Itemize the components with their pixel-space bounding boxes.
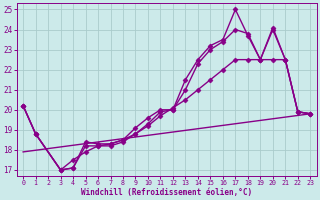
X-axis label: Windchill (Refroidissement éolien,°C): Windchill (Refroidissement éolien,°C)	[81, 188, 252, 197]
